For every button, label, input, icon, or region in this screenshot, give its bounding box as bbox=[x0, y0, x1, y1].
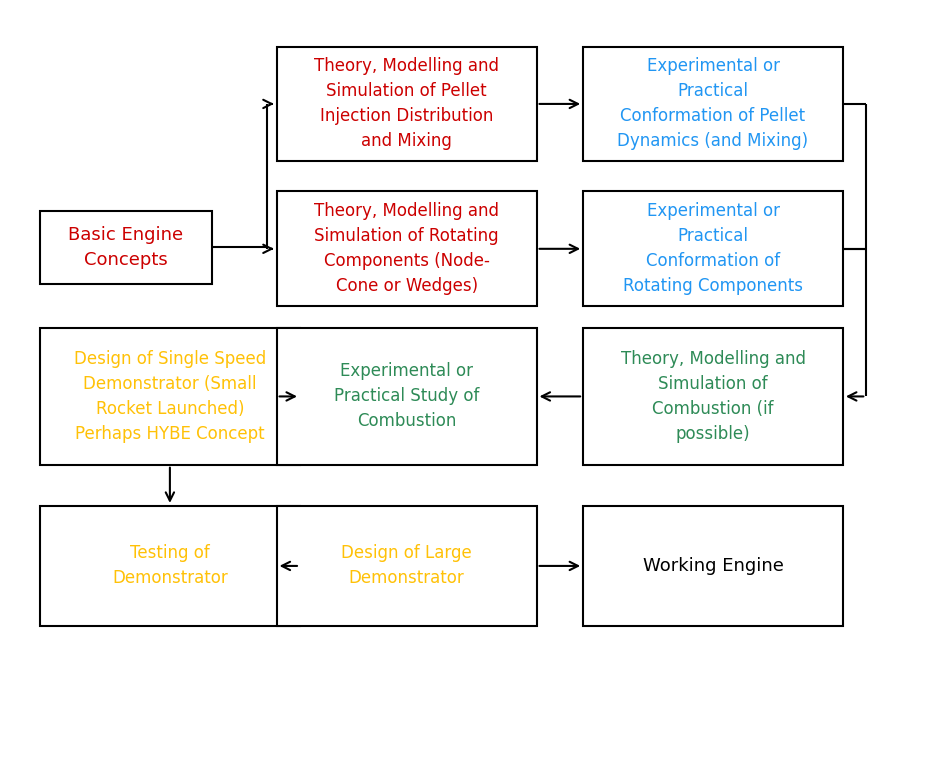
Text: Theory, Modelling and
Simulation of Rotating
Components (Node-
Cone or Wedges): Theory, Modelling and Simulation of Rota… bbox=[314, 202, 499, 295]
Text: Working Engine: Working Engine bbox=[643, 557, 784, 575]
Text: Experimental or
Practical
Conformation of Pellet
Dynamics (and Mixing): Experimental or Practical Conformation o… bbox=[617, 57, 809, 150]
FancyBboxPatch shape bbox=[276, 506, 537, 626]
Text: Design of Single Speed
Demonstrator (Small
Rocket Launched)
Perhaps HYBE Concept: Design of Single Speed Demonstrator (Sma… bbox=[74, 350, 266, 443]
FancyBboxPatch shape bbox=[40, 506, 300, 626]
Text: Theory, Modelling and
Simulation of
Combustion (if
possible): Theory, Modelling and Simulation of Comb… bbox=[620, 350, 805, 443]
FancyBboxPatch shape bbox=[583, 328, 843, 465]
FancyBboxPatch shape bbox=[276, 328, 537, 465]
Text: Experimental or
Practical Study of
Combustion: Experimental or Practical Study of Combu… bbox=[334, 362, 479, 430]
Text: Basic Engine
Concepts: Basic Engine Concepts bbox=[68, 226, 183, 269]
FancyBboxPatch shape bbox=[40, 328, 300, 465]
Text: Design of Large
Demonstrator: Design of Large Demonstrator bbox=[341, 544, 472, 588]
FancyBboxPatch shape bbox=[276, 191, 537, 306]
Text: Testing of
Demonstrator: Testing of Demonstrator bbox=[112, 544, 228, 588]
FancyBboxPatch shape bbox=[276, 46, 537, 161]
FancyBboxPatch shape bbox=[583, 506, 843, 626]
FancyBboxPatch shape bbox=[40, 210, 212, 284]
FancyBboxPatch shape bbox=[583, 191, 843, 306]
Text: Theory, Modelling and
Simulation of Pellet
Injection Distribution
and Mixing: Theory, Modelling and Simulation of Pell… bbox=[314, 57, 499, 150]
FancyBboxPatch shape bbox=[583, 46, 843, 161]
Text: Experimental or
Practical
Conformation of
Rotating Components: Experimental or Practical Conformation o… bbox=[623, 202, 803, 295]
